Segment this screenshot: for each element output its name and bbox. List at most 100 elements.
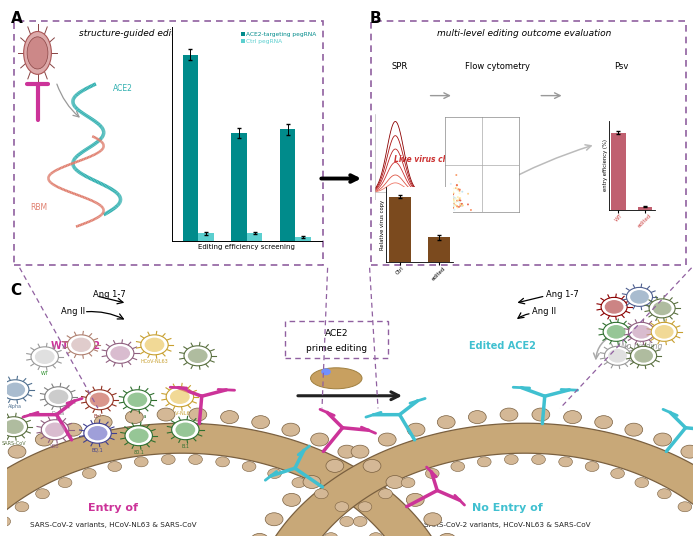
Point <box>453 185 464 194</box>
Text: Ang II: Ang II <box>60 307 85 316</box>
Y-axis label: Relative virus copy: Relative virus copy <box>380 200 385 249</box>
Text: Ang 1-7: Ang 1-7 <box>545 291 578 299</box>
FancyBboxPatch shape <box>14 21 323 265</box>
Circle shape <box>338 445 356 458</box>
Point <box>453 195 464 204</box>
Circle shape <box>86 390 113 410</box>
Point <box>444 190 456 199</box>
Circle shape <box>4 419 24 434</box>
Polygon shape <box>267 423 700 541</box>
Circle shape <box>468 411 486 424</box>
Point <box>452 202 463 210</box>
Point <box>452 203 463 212</box>
Bar <box>183 55 198 241</box>
Text: prime editing: prime editing <box>306 344 367 353</box>
Point <box>445 195 456 204</box>
Circle shape <box>631 346 657 365</box>
Y-axis label: entry efficiency (%): entry efficiency (%) <box>603 139 608 192</box>
Circle shape <box>657 489 671 499</box>
Point <box>450 184 461 193</box>
Circle shape <box>401 478 415 487</box>
Circle shape <box>500 408 518 421</box>
Point <box>454 198 465 207</box>
Point <box>447 201 458 210</box>
Point <box>452 196 463 205</box>
Text: Delta: Delta <box>52 411 65 416</box>
Circle shape <box>67 335 94 355</box>
Point <box>447 192 458 201</box>
Text: Flow cytometry: Flow cytometry <box>466 62 530 71</box>
Circle shape <box>632 325 651 339</box>
Text: HCoV-NL63: HCoV-NL63 <box>166 411 194 416</box>
Point <box>448 193 459 202</box>
Point <box>452 196 463 204</box>
Circle shape <box>189 454 202 465</box>
Point <box>455 201 466 210</box>
Circle shape <box>438 533 456 541</box>
Point <box>444 194 456 203</box>
Circle shape <box>127 393 147 407</box>
Text: RBM: RBM <box>30 203 47 212</box>
Point <box>447 195 458 204</box>
Point <box>447 193 458 201</box>
Point <box>449 194 460 202</box>
Circle shape <box>45 423 65 437</box>
Point <box>449 198 460 207</box>
Circle shape <box>88 426 107 440</box>
Circle shape <box>369 533 383 541</box>
Point <box>455 200 466 209</box>
Point <box>443 194 454 202</box>
Point <box>443 201 454 210</box>
Point <box>447 201 458 210</box>
Circle shape <box>242 461 256 472</box>
Circle shape <box>605 300 624 314</box>
Point <box>445 205 456 214</box>
Text: No Entry of: No Entry of <box>473 503 543 513</box>
Text: ACE2: ACE2 <box>325 329 348 338</box>
Circle shape <box>111 346 130 360</box>
Point <box>449 206 460 214</box>
Text: BQ.1: BQ.1 <box>92 448 104 453</box>
Point <box>454 187 465 195</box>
Circle shape <box>654 433 671 446</box>
Text: Ang II: Ang II <box>532 307 556 316</box>
Circle shape <box>635 478 649 487</box>
Circle shape <box>379 489 393 499</box>
Circle shape <box>282 423 300 436</box>
Text: SARS-CoV-2 variants, HCoV-NL63 & SARS-CoV: SARS-CoV-2 variants, HCoV-NL63 & SARS-Co… <box>30 522 197 527</box>
Circle shape <box>585 461 599 472</box>
Point <box>442 192 453 201</box>
Circle shape <box>438 415 455 428</box>
Point <box>457 201 468 209</box>
Circle shape <box>1 380 29 400</box>
Point <box>447 203 458 212</box>
Circle shape <box>251 533 269 541</box>
Point <box>444 191 456 200</box>
Circle shape <box>326 459 344 472</box>
Circle shape <box>595 415 612 428</box>
Circle shape <box>170 390 190 404</box>
Point <box>463 189 474 198</box>
Point <box>440 190 452 199</box>
Circle shape <box>608 349 627 362</box>
Point <box>441 195 452 203</box>
Circle shape <box>335 502 349 512</box>
Point <box>447 197 458 206</box>
Bar <box>280 129 295 241</box>
Text: WT ACE2: WT ACE2 <box>51 341 100 351</box>
Circle shape <box>603 322 629 341</box>
Circle shape <box>314 489 328 499</box>
Point <box>446 199 457 208</box>
Point <box>454 196 465 204</box>
Circle shape <box>8 445 26 458</box>
Point <box>444 194 455 202</box>
Point <box>454 177 465 186</box>
Circle shape <box>106 344 134 364</box>
Point <box>446 199 457 208</box>
Circle shape <box>176 423 195 437</box>
Point <box>446 206 457 214</box>
Circle shape <box>477 457 491 467</box>
Circle shape <box>71 338 91 352</box>
Point <box>444 193 455 202</box>
Circle shape <box>45 387 72 407</box>
